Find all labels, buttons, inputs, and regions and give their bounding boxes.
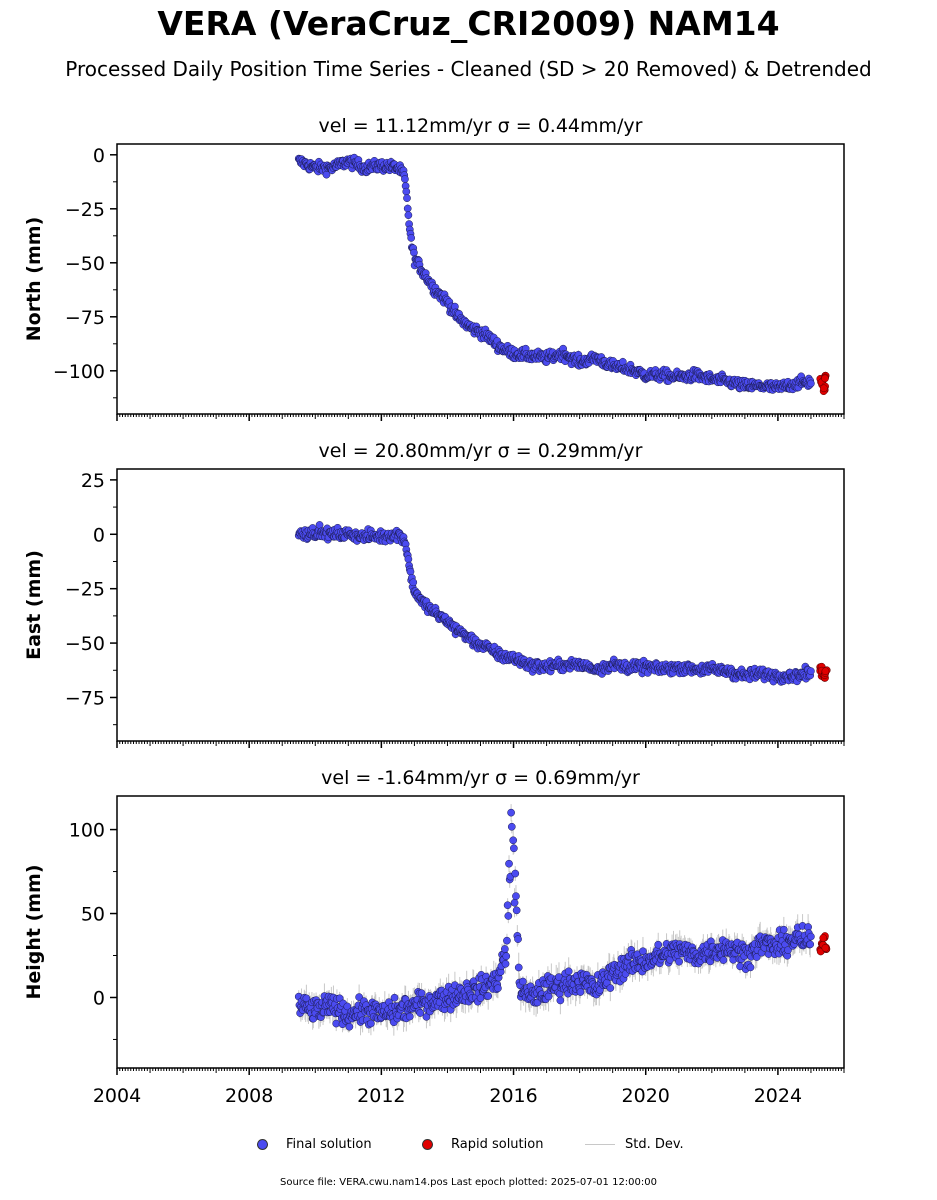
final-solution-point — [503, 901, 512, 910]
final-solution-point — [675, 957, 683, 966]
data-points — [294, 804, 831, 1036]
final-solution-point — [404, 211, 413, 220]
final-solution-point — [416, 1009, 425, 1017]
y-tick-label: 0 — [93, 145, 105, 167]
final-solution-point — [402, 187, 411, 196]
final-solution-point — [514, 963, 523, 972]
final-solution-point — [403, 194, 411, 202]
y-axis-label: Height (mm) — [23, 864, 45, 999]
final-solution-point — [407, 234, 416, 242]
final-solution-point — [639, 947, 647, 956]
final-solution-point — [606, 984, 615, 992]
final-solution-point — [501, 959, 510, 968]
final-solution-point — [367, 1019, 375, 1028]
data-points — [294, 521, 831, 686]
y-tick-label: −75 — [65, 307, 105, 329]
final-solution-point — [405, 1012, 414, 1021]
final-solution-point — [556, 996, 565, 1005]
figure-subtitle: Processed Daily Position Time Series - C… — [65, 57, 872, 81]
y-tick-label: −50 — [65, 633, 105, 655]
final-solution-point — [654, 940, 663, 949]
y-tick-label: −75 — [65, 687, 105, 709]
final-solution-point — [509, 836, 518, 845]
panel-title: vel = -1.64mm/yr σ = 0.69mm/yr — [321, 767, 640, 789]
final-solution-point — [746, 963, 755, 972]
y-axis-label: East (mm) — [23, 550, 45, 660]
panel-frame — [116, 468, 845, 742]
rapid-solution-point — [820, 384, 828, 393]
final-solution-point — [510, 898, 519, 907]
final-solution-point — [564, 967, 573, 976]
y-tick-label: −25 — [65, 579, 105, 601]
final-solution-point — [807, 667, 815, 675]
final-solution-point — [512, 906, 521, 915]
final-solution-point — [510, 844, 518, 853]
final-solution-point — [501, 945, 509, 953]
final-solution-point — [512, 892, 520, 901]
y-tick-label: −25 — [65, 199, 105, 221]
final-solution-point — [345, 1022, 354, 1031]
rapid-solution-point — [821, 374, 829, 383]
y-tick-label: 25 — [81, 470, 105, 492]
final-solution-point — [576, 988, 585, 996]
final-solution-point — [504, 912, 513, 920]
final-solution-point — [484, 992, 493, 1000]
final-solution-point — [503, 936, 511, 945]
y-tick-label: 0 — [93, 524, 105, 546]
final-solution-point — [494, 984, 502, 993]
data-points — [294, 153, 830, 396]
figure-title: VERA (VeraCruz_CRI2009) NAM14 — [157, 4, 780, 43]
final-solution-point — [409, 578, 418, 587]
final-solution-point — [519, 977, 527, 986]
y-tick-label: −100 — [53, 361, 105, 383]
final-solution-point — [719, 956, 728, 964]
final-solution-point — [404, 555, 413, 564]
y-tick-label: −50 — [65, 253, 105, 275]
final-solution-point — [507, 808, 515, 817]
panel-title: vel = 11.12mm/yr σ = 0.44mm/yr — [319, 115, 643, 137]
final-solution-point — [807, 379, 815, 388]
final-solution-point — [410, 248, 418, 257]
rapid-solution-point — [821, 667, 830, 676]
final-solution-point — [403, 204, 412, 213]
panel-title: vel = 20.80mm/yr σ = 0.29mm/yr — [319, 440, 643, 462]
final-solution-point — [422, 1013, 431, 1021]
final-solution-point — [511, 869, 520, 878]
final-solution-point — [505, 859, 513, 868]
y-axis-label: North (mm) — [23, 217, 45, 342]
final-solution-point — [507, 822, 516, 831]
final-solution-point — [343, 1002, 352, 1011]
final-solution-point — [390, 993, 399, 1002]
final-solution-point — [502, 952, 511, 961]
final-solution-point — [417, 989, 426, 998]
final-solution-point — [514, 935, 522, 943]
panel-frame — [116, 143, 845, 415]
final-solution-point — [401, 175, 409, 183]
